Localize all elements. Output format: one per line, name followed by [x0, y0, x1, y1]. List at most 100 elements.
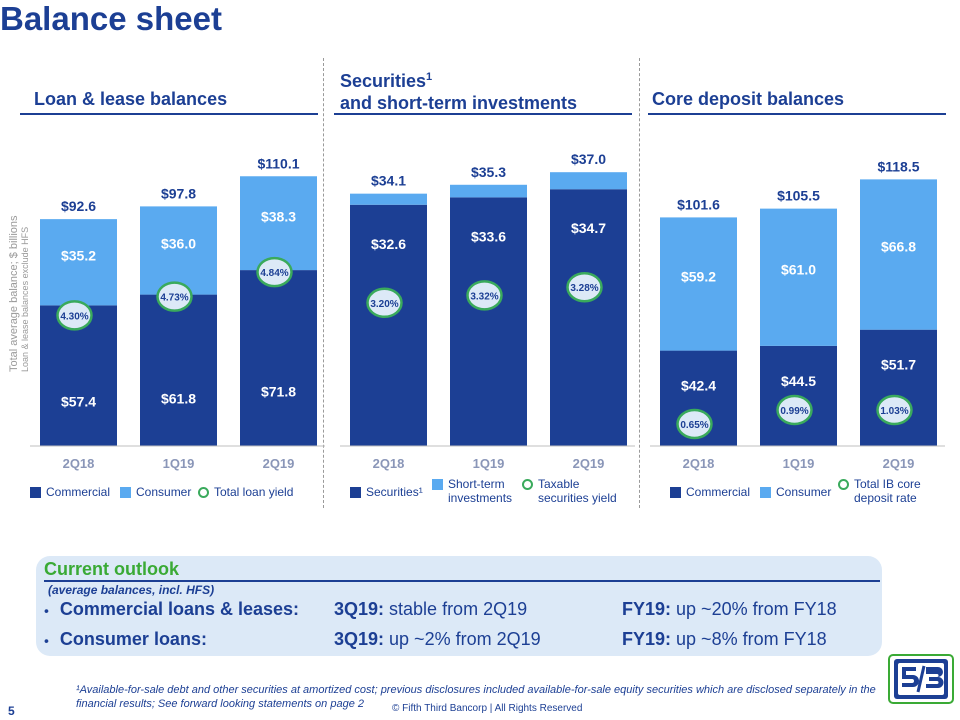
section-title-deposits: Core deposit balances: [652, 89, 845, 109]
rate-circle: [776, 394, 813, 426]
outlook-row-commercial: • Commercial loans & leases:: [44, 599, 299, 620]
outlook-q-commercial: 3Q19: stable from 2Q19: [334, 599, 527, 620]
legend-swatch: [670, 487, 681, 498]
legend-label: Taxable securities yield: [538, 477, 617, 505]
legend-item: Total IB core deposit rate: [838, 477, 938, 505]
rate-circle: [876, 394, 913, 426]
bar-segment-consumer: [240, 176, 317, 271]
section-title-securities-line1: Securities: [340, 71, 427, 91]
segment-label: $36.0: [161, 236, 196, 252]
footnote: ¹Available-for-sale debt and other secur…: [76, 684, 876, 710]
legend-label: Consumer: [136, 485, 192, 499]
legend-label: Securities¹: [366, 485, 423, 499]
outlook-row-consumer: • Consumer loans:: [44, 629, 207, 650]
outlook-q-text: stable from 2Q19: [384, 599, 528, 619]
rate-label: 4.30%: [60, 311, 88, 322]
legend-item: Taxable securities yield: [522, 477, 622, 505]
x-tick-label: 1Q19: [473, 456, 505, 471]
rate-circle: [566, 271, 603, 303]
copyright: © Fifth Third Bancorp | All Rights Reser…: [392, 703, 583, 714]
total-label: $101.6: [677, 196, 720, 212]
total-label: $35.3: [471, 164, 506, 180]
bar-segment-securities: [450, 197, 527, 446]
total-label: $110.1: [257, 155, 299, 171]
section-title-securities: Securities1 and short-term investments: [340, 66, 577, 114]
x-tick-label: 2Q18: [683, 456, 715, 471]
legend-item: Consumer: [120, 485, 191, 499]
x-tick-label: 2Q19: [573, 456, 605, 471]
rate-circle: [256, 256, 293, 288]
outlook-fy-text: up ~20% from FY18: [671, 599, 837, 619]
footnote-marker: 1: [426, 71, 433, 83]
x-tick-label: 1Q19: [163, 456, 195, 471]
segment-label: $71.8: [261, 384, 296, 400]
legend-label: Commercial: [686, 485, 751, 499]
segment-label: $32.6: [371, 236, 406, 252]
rate-label: 4.84%: [260, 268, 288, 279]
bar-segment-commercial: [240, 270, 317, 446]
page-number: 5: [8, 704, 15, 718]
total-label: $118.5: [877, 158, 919, 174]
segment-label: $35.2: [61, 248, 96, 264]
bar-segment-shortterminvestments: [450, 184, 527, 198]
segment-label: $38.3: [261, 208, 296, 224]
legend-item: Total loan yield: [198, 485, 293, 499]
bar-segment-shortterminvestments: [550, 172, 627, 190]
x-tick-label: 2Q18: [373, 456, 405, 471]
legend-item: Consumer: [760, 485, 831, 499]
section-divider: [323, 58, 324, 508]
bar-segment-consumer: [40, 219, 117, 306]
segment-label: $59.2: [681, 268, 716, 284]
total-label: $37.0: [571, 151, 606, 167]
outlook-q-text: up ~2% from 2Q19: [384, 629, 541, 649]
segment-label: $51.7: [881, 357, 916, 373]
total-label: $105.5: [777, 188, 820, 204]
bar-segment-commercial: [140, 294, 217, 446]
segment-label: $66.8: [881, 239, 916, 255]
segment-label: $61.8: [161, 391, 196, 407]
total-label: $34.1: [371, 173, 406, 189]
bullet: •: [44, 602, 49, 619]
rate-label: 3.20%: [370, 299, 398, 310]
rate-circle: [56, 300, 93, 331]
outlook-fy-commercial: FY19: up ~20% from FY18: [622, 599, 837, 620]
segment-label: $44.5: [781, 373, 816, 389]
outlook-label: Consumer loans:: [59, 629, 207, 649]
legend-swatch: [30, 487, 41, 498]
bar-segment-securities: [350, 204, 427, 446]
rate-label: 0.65%: [680, 420, 708, 431]
legend-label: Commercial: [46, 485, 111, 499]
legend-circle-icon: [198, 487, 209, 498]
legend-label: Total loan yield: [214, 485, 294, 499]
segment-label: $33.6: [471, 228, 506, 244]
bar-segment-securities: [550, 189, 627, 446]
legend-item: Commercial: [670, 485, 750, 499]
legend-item: Securities¹: [350, 485, 423, 499]
rate-label: 0.99%: [780, 406, 808, 417]
legend-label: Consumer: [776, 485, 832, 499]
x-tick-label: 1Q19: [783, 456, 815, 471]
rate-circle: [466, 280, 503, 311]
legend-circle-icon: [522, 479, 533, 490]
legend-label: Short-term investments: [448, 477, 513, 505]
outlook-fy-label: FY19:: [622, 629, 672, 649]
outlook-panel: [36, 556, 882, 656]
rate-label: 1.03%: [880, 406, 908, 417]
section-underline: [20, 113, 318, 115]
section-title-securities-line2: and short-term investments: [340, 93, 578, 113]
legend-swatch: [120, 487, 131, 498]
segment-label: $61.0: [781, 262, 816, 278]
segment-label: $34.7: [571, 220, 606, 236]
legend-item: Short-term investments: [432, 477, 522, 505]
legend-swatch: [350, 487, 361, 498]
segment-label: $42.4: [681, 378, 716, 394]
page-title: Balance sheet: [0, 0, 222, 37]
section-title-loans: Loan & lease balances: [34, 89, 228, 109]
rate-label: 3.32%: [470, 291, 498, 302]
rate-circle: [156, 281, 193, 312]
section-divider: [639, 58, 640, 508]
segment-label: $57.4: [61, 394, 96, 410]
legend-label: Total IB core deposit rate: [854, 477, 921, 505]
securities-chart: $34.1 $32.6 3.20% 2Q18 $35.3 $33.6 3.32% 1Q19 $3…: [340, 151, 635, 471]
outlook-label: Commercial loans & leases:: [59, 599, 300, 619]
